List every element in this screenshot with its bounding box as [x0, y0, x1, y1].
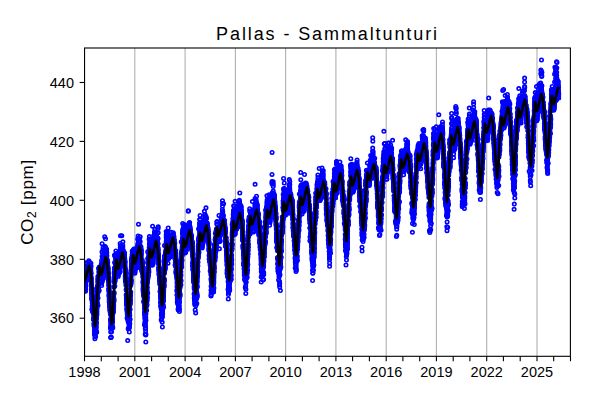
svg-text:420: 420: [50, 134, 74, 150]
svg-text:2022: 2022: [471, 364, 503, 380]
svg-text:2010: 2010: [269, 364, 301, 380]
svg-text:2004: 2004: [169, 364, 201, 380]
svg-text:2019: 2019: [420, 364, 452, 380]
svg-text:2007: 2007: [219, 364, 251, 380]
svg-text:Pallas - Sammaltunturi: Pallas - Sammaltunturi: [216, 24, 439, 44]
svg-text:360: 360: [50, 310, 74, 326]
svg-text:380: 380: [50, 252, 74, 268]
svg-text:CO2 [ppm]: CO2 [ppm]: [18, 159, 40, 245]
svg-text:2016: 2016: [370, 364, 402, 380]
svg-text:2025: 2025: [521, 364, 553, 380]
svg-text:400: 400: [50, 193, 74, 209]
svg-text:2001: 2001: [119, 364, 151, 380]
svg-text:440: 440: [50, 75, 74, 91]
svg-text:1998: 1998: [68, 364, 100, 380]
svg-text:2013: 2013: [320, 364, 352, 380]
